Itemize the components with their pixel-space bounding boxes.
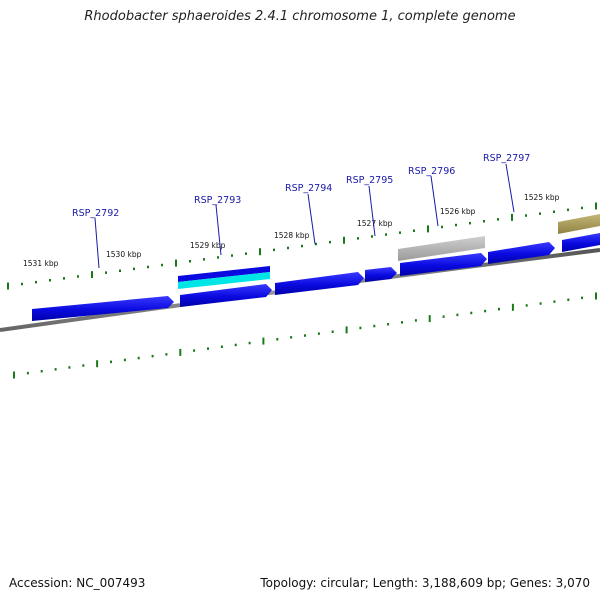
gene-label-rsp-2794[interactable]: RSP_2794: [285, 183, 332, 194]
genome-summary-text: Topology: circular; Length: 3,188,609 bp…: [260, 576, 590, 590]
kbp-labels: 1531 kbp 1530 kbp 1529 kbp 1528 kbp 1527…: [23, 193, 560, 268]
gene-arrow-rsp-2793[interactable]: [180, 284, 272, 307]
gene-arrow-rsp-2796[interactable]: [400, 253, 487, 276]
gene-leaders: [94, 163, 515, 269]
kbp-label: 1528 kbp: [274, 231, 310, 240]
kbp-label: 1531 kbp: [23, 259, 59, 268]
leader-rsp-2795: [368, 185, 376, 237]
feature-rsp-2793-cyan[interactable]: [178, 272, 270, 289]
gene-arrow-rsp-2797[interactable]: [488, 242, 555, 264]
gene-labels: RSP_2792 RSP_2793 RSP_2794 RSP_2795 RSP_…: [72, 153, 530, 219]
olive-feature[interactable]: [558, 214, 600, 234]
gene-arrow-rsp-2792[interactable]: [32, 296, 174, 321]
gene-label-rsp-2795[interactable]: RSP_2795: [346, 175, 393, 186]
gray-feature[interactable]: [398, 236, 485, 261]
leader-rsp-2792: [94, 217, 100, 269]
leader-rsp-2793: [215, 204, 222, 256]
kbp-label: 1526 kbp: [440, 207, 476, 216]
gene-arrow-rsp-2794[interactable]: [275, 272, 364, 295]
gene-label-rsp-2797[interactable]: RSP_2797: [483, 153, 530, 164]
gene-track: [32, 214, 600, 321]
gene-arrow-right-edge[interactable]: [562, 233, 600, 252]
inner-tick-track: [13, 292, 597, 379]
gene-arrow-rsp-2795[interactable]: [365, 267, 397, 282]
gene-label-rsp-2793[interactable]: RSP_2793: [194, 195, 241, 206]
leader-rsp-2797: [505, 163, 515, 213]
gene-label-rsp-2796[interactable]: RSP_2796: [408, 166, 455, 177]
map-title: Rhodobacter sphaeroides 2.4.1 chromosome…: [84, 9, 516, 24]
kbp-label: 1529 kbp: [190, 241, 226, 250]
kbp-label: 1527 kbp: [357, 219, 393, 228]
feature-rsp-2793-blue[interactable]: [178, 266, 270, 282]
leader-rsp-2794: [307, 193, 316, 245]
gene-label-rsp-2792[interactable]: RSP_2792: [72, 208, 119, 219]
outer-tick-track: [7, 202, 597, 290]
kbp-label: 1530 kbp: [106, 250, 142, 259]
accession-text: Accession: NC_007493: [9, 576, 146, 590]
kbp-label: 1525 kbp: [524, 193, 560, 202]
leader-rsp-2796: [430, 175, 439, 227]
